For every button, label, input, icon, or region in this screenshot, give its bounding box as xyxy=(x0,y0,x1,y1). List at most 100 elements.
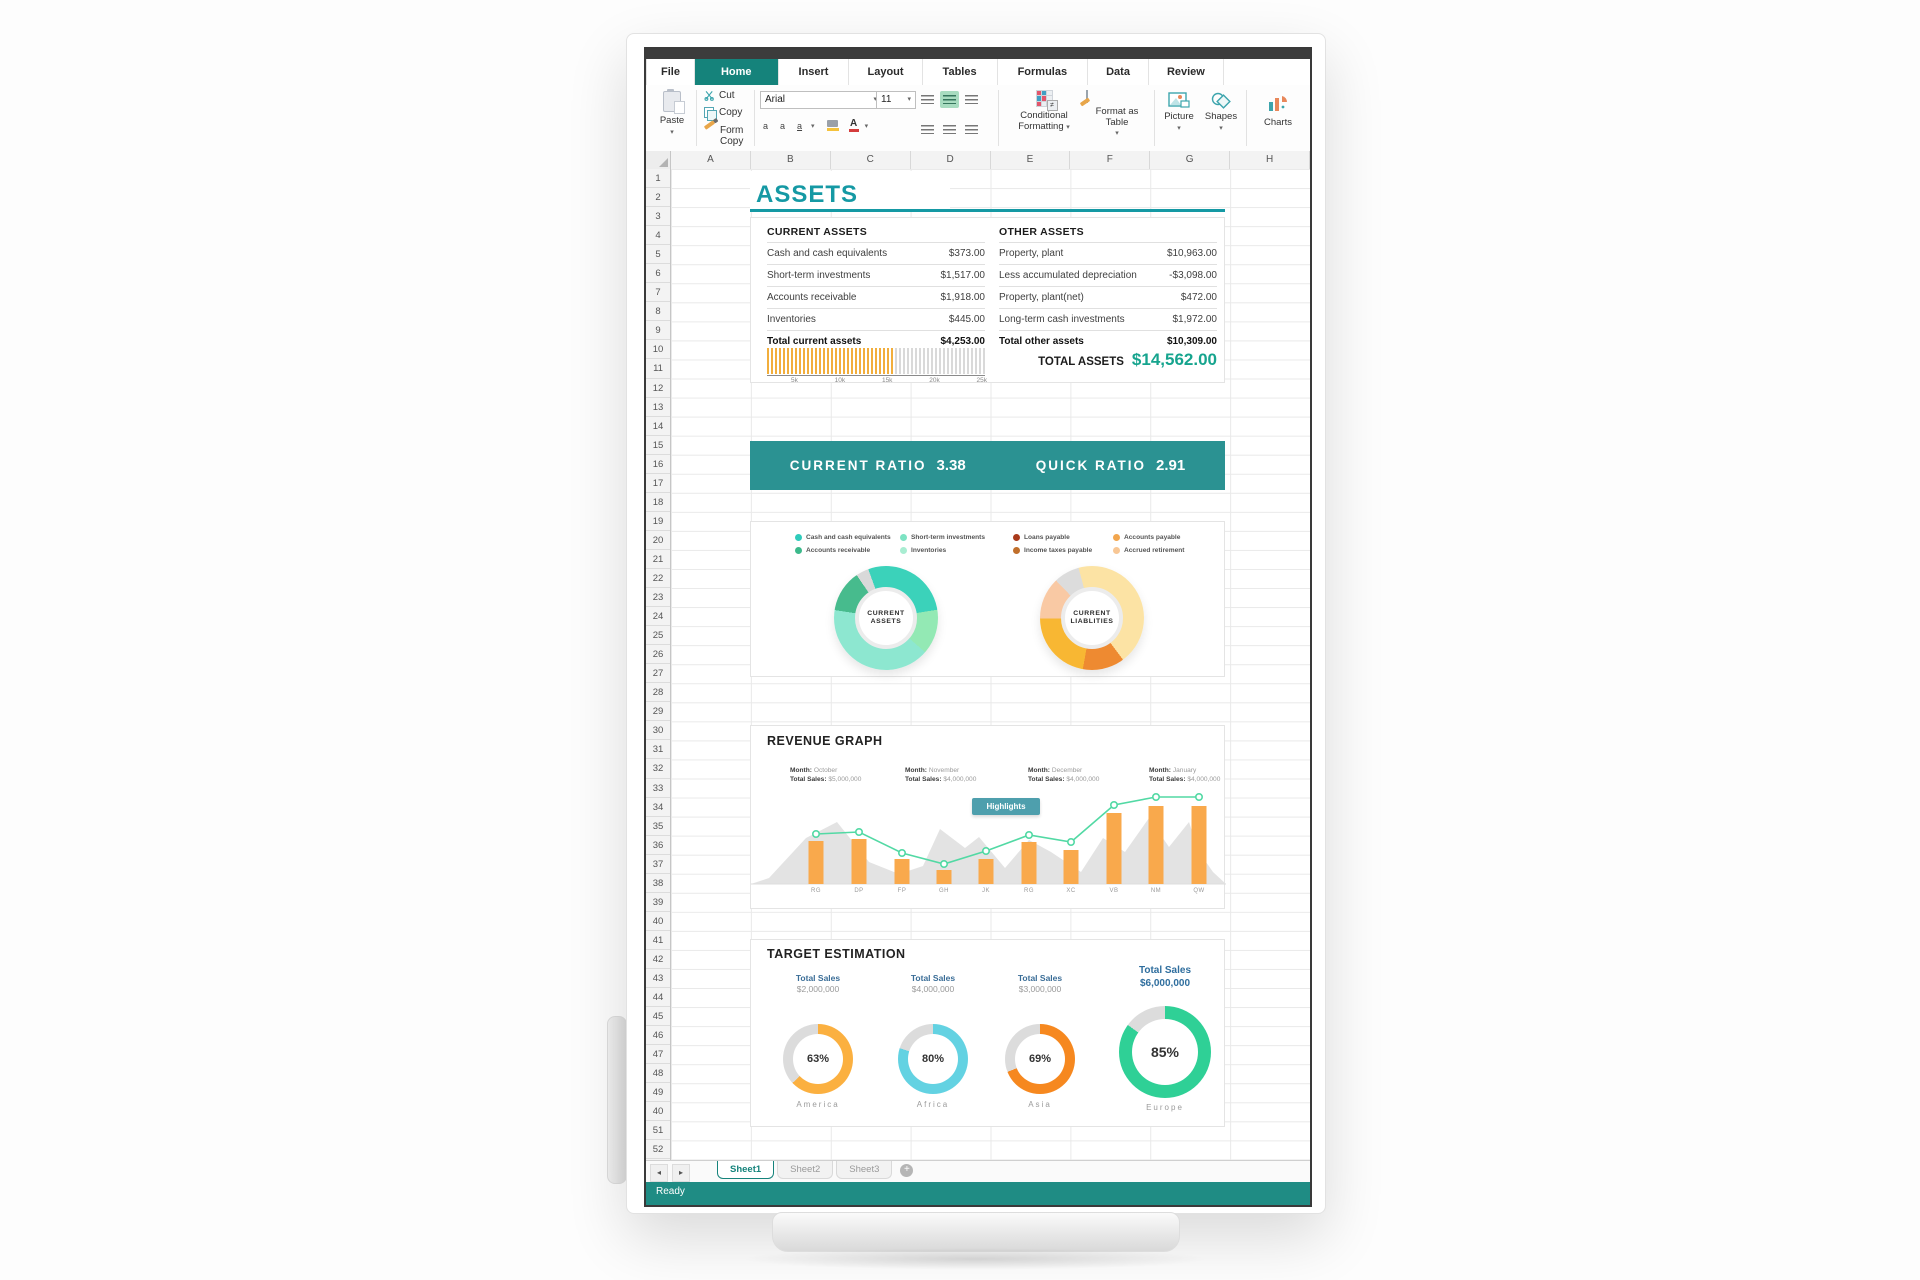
row-header[interactable]: 23 xyxy=(646,588,670,608)
tab-layout[interactable]: Layout xyxy=(849,59,923,85)
font-style-a3-button[interactable]: a xyxy=(797,120,803,131)
row-header[interactable]: 3 xyxy=(646,207,670,227)
align-right-button[interactable] xyxy=(962,91,981,108)
row-header[interactable]: 52 xyxy=(646,1140,670,1160)
paste-button[interactable]: Paste ▾ xyxy=(654,89,690,138)
row-header[interactable]: 35 xyxy=(646,817,670,836)
current-assets-donut[interactable]: CURRENT ASSETS xyxy=(834,566,938,670)
tab-home[interactable]: Home xyxy=(694,59,779,85)
font-style-a1-button[interactable]: a xyxy=(763,120,769,131)
sheet-prev-button[interactable]: ◂ xyxy=(650,1164,668,1182)
conditional-formatting-button[interactable]: ≠ Conditional Formatting ▾ xyxy=(1006,90,1082,133)
tab-tables[interactable]: Tables xyxy=(923,59,998,85)
highlights-button[interactable]: Highlights xyxy=(972,798,1040,815)
row-header[interactable]: 9 xyxy=(646,321,670,341)
row-header[interactable]: 16 xyxy=(646,455,670,474)
font-style-a2-button[interactable]: a xyxy=(780,120,786,131)
row-header[interactable]: 38 xyxy=(646,874,670,893)
format-copy-button[interactable]: Form Copy xyxy=(703,120,743,147)
row-header[interactable]: 15 xyxy=(646,436,670,455)
row-header[interactable]: 8 xyxy=(646,302,670,322)
gauge-europe[interactable]: 85% xyxy=(1119,1006,1211,1098)
align-left-button[interactable] xyxy=(918,91,937,108)
format-as-table-button[interactable]: Format as Table ▾ xyxy=(1086,90,1148,140)
row-header[interactable]: 45 xyxy=(646,1007,670,1027)
row-header[interactable]: 5 xyxy=(646,245,670,265)
row-header[interactable]: 4 xyxy=(646,226,670,246)
tab-insert[interactable]: Insert xyxy=(779,59,850,85)
valign-top-button[interactable] xyxy=(918,121,937,138)
row-header[interactable]: 40 xyxy=(646,1102,670,1122)
row-header[interactable]: 41 xyxy=(646,931,670,950)
valign-bottom-button[interactable] xyxy=(962,121,981,138)
column-header[interactable]: E xyxy=(991,151,1071,169)
row-header[interactable]: 31 xyxy=(646,740,670,760)
row-header[interactable]: 33 xyxy=(646,779,670,798)
row-header[interactable]: 46 xyxy=(646,1026,670,1046)
valign-middle-button[interactable] xyxy=(940,121,959,138)
row-header[interactable]: 43 xyxy=(646,969,670,989)
row-header[interactable]: 40 xyxy=(646,912,670,931)
row-header[interactable]: 1 xyxy=(646,169,670,189)
gauge-africa[interactable]: 80% xyxy=(898,1024,968,1094)
row-header[interactable]: 47 xyxy=(646,1045,670,1065)
tab-formulas[interactable]: Formulas xyxy=(998,59,1089,85)
row-header[interactable]: 6 xyxy=(646,264,670,284)
current-liabilities-donut[interactable]: CURRENT LIABLITIES xyxy=(1040,566,1144,670)
row-header[interactable]: 28 xyxy=(646,683,670,703)
gauge-america[interactable]: 63% xyxy=(783,1024,853,1094)
row-header[interactable]: 36 xyxy=(646,836,670,855)
column-header[interactable]: D xyxy=(911,151,991,169)
row-header[interactable]: 2 xyxy=(646,188,670,208)
row-header[interactable]: 12 xyxy=(646,379,670,398)
row-header[interactable]: 51 xyxy=(646,1121,670,1141)
cut-button[interactable]: Cut xyxy=(704,90,735,101)
row-header[interactable]: 20 xyxy=(646,531,670,550)
row-header[interactable]: 32 xyxy=(646,759,670,779)
sheet-tab-3[interactable]: Sheet3 xyxy=(836,1161,893,1179)
row-header[interactable]: 42 xyxy=(646,950,670,969)
align-center-button[interactable] xyxy=(940,91,959,108)
copy-button[interactable]: Copy xyxy=(704,107,742,121)
row-header[interactable]: 26 xyxy=(646,645,670,665)
row-header[interactable]: 18 xyxy=(646,493,670,512)
row-header[interactable]: 25 xyxy=(646,626,670,646)
column-header[interactable]: A xyxy=(671,151,751,169)
row-header[interactable]: 49 xyxy=(646,1083,670,1103)
row-header[interactable]: 22 xyxy=(646,569,670,589)
tab-file[interactable]: File xyxy=(646,59,695,85)
row-header[interactable]: 17 xyxy=(646,474,670,493)
revenue-chart[interactable] xyxy=(751,790,1226,885)
font-size-select[interactable]: 11 ▾ xyxy=(876,91,916,109)
row-header[interactable]: 19 xyxy=(646,512,670,531)
row-header[interactable]: 11 xyxy=(646,359,670,379)
fill-color-button[interactable] xyxy=(826,120,839,131)
column-header[interactable]: B xyxy=(751,151,831,169)
column-header[interactable]: G xyxy=(1150,151,1231,169)
row-header[interactable]: 44 xyxy=(646,988,670,1008)
add-sheet-button[interactable]: + xyxy=(900,1164,914,1177)
column-header[interactable]: H xyxy=(1230,151,1310,169)
sheet-next-button[interactable]: ▸ xyxy=(672,1164,690,1182)
charts-button[interactable]: Charts xyxy=(1254,94,1302,129)
column-header[interactable]: F xyxy=(1070,151,1151,169)
font-color-button[interactable]: A xyxy=(848,119,859,132)
row-header[interactable]: 13 xyxy=(646,398,670,417)
row-header[interactable]: 10 xyxy=(646,340,670,360)
font-name-select[interactable]: Arial▾ xyxy=(760,91,882,109)
row-header[interactable]: 24 xyxy=(646,607,670,627)
row-header[interactable]: 30 xyxy=(646,721,670,741)
row-header[interactable]: 27 xyxy=(646,664,670,684)
shapes-button[interactable]: Shapes ▾ xyxy=(1202,92,1240,134)
select-all-corner[interactable] xyxy=(646,151,671,169)
picture-button[interactable]: Picture ▾ xyxy=(1160,92,1198,134)
row-header[interactable]: 37 xyxy=(646,855,670,874)
row-header[interactable]: 14 xyxy=(646,417,670,436)
sheet-tab-1[interactable]: Sheet1 xyxy=(717,1161,775,1179)
row-header[interactable]: 7 xyxy=(646,283,670,303)
tab-review[interactable]: Review xyxy=(1149,59,1224,85)
tab-data[interactable]: Data xyxy=(1088,59,1149,85)
row-header[interactable]: 34 xyxy=(646,798,670,817)
column-header[interactable]: C xyxy=(831,151,911,169)
gauge-asia[interactable]: 69% xyxy=(1005,1024,1075,1094)
